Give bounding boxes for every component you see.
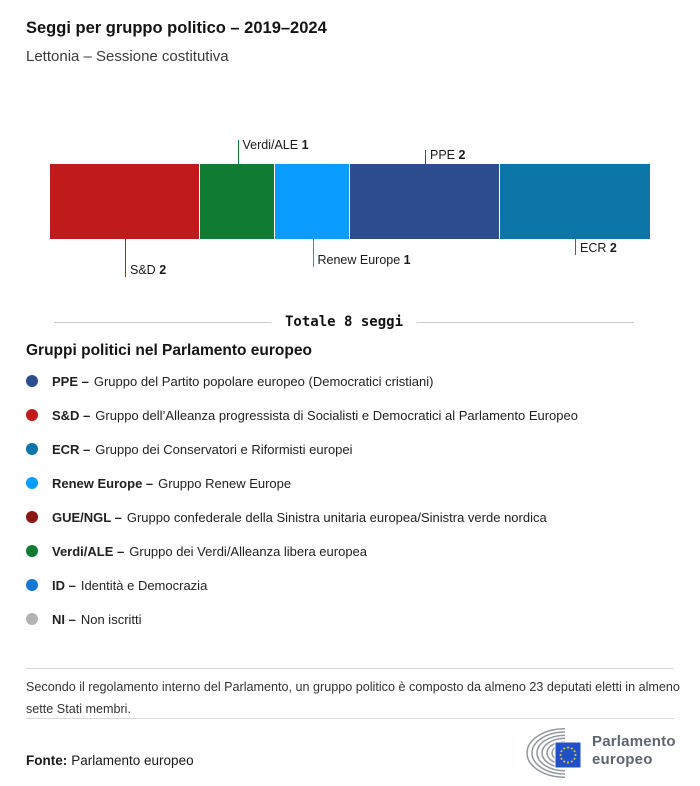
legend-item-name: Gruppo dell’Alleanza progressista di Soc… — [95, 407, 578, 423]
legend-item-name: Identità e Democrazia — [80, 577, 208, 593]
divider-line-left — [54, 321, 271, 323]
footnote: Secondo il regolamento interno del Parla… — [26, 676, 686, 720]
legend-item-abbr: Renew Europe – — [52, 475, 154, 491]
bar-segment-renew-europe — [275, 164, 349, 239]
legend-item-name: Gruppo del Partito popolare europeo (Dem… — [93, 373, 434, 389]
legend-item-gue-ngl: GUE/NGL – Gruppo confederale della Sinist… — [26, 500, 578, 534]
legend-item-abbr: S&D – — [52, 407, 91, 423]
legend-list: PPE – Gruppo del Partito popolare europeo… — [26, 364, 578, 636]
legend-item-abbr: Verdi/ALE – — [52, 543, 125, 559]
callout-label-renew-europe: Renew Europe 1 — [317, 253, 411, 267]
legend-dot-icon — [26, 545, 38, 557]
source-value: Parlamento europeo — [71, 753, 194, 768]
footnote-rule-top — [26, 668, 674, 669]
legend-item-name: Non iscritti — [80, 611, 142, 627]
legend-item-name: Gruppo dei Conservatori e Riformisti eur… — [95, 441, 353, 457]
legend-item-renew-europe: Renew Europe – Gruppo Renew Europe — [26, 466, 578, 500]
callout-label-verdi-ale: Verdi/ALE 1 — [242, 138, 309, 152]
legend-item-name: Gruppo Renew Europe — [158, 475, 292, 491]
footnote-rule-bottom — [26, 718, 674, 719]
page-title: Seggi per gruppo politico – 2019–2024 — [26, 19, 327, 37]
callout-label-ecr: ECR 2 — [580, 241, 617, 255]
page-subtitle: Lettonia – Sessione costitutiva — [26, 48, 229, 65]
legend-item-s-d: S&D – Gruppo dell’Alleanza progressista d… — [26, 398, 578, 432]
footnote-line1: Secondo il regolamento interno del Parla… — [26, 680, 680, 694]
legend-item-ni: NI – Non iscritti — [26, 602, 578, 636]
source-line: Fonte: Parlamento europeo — [26, 753, 194, 768]
callout-line-renew-europe — [312, 239, 314, 267]
legend-item-abbr: GUE/NGL – — [52, 509, 122, 525]
ep-logo-text-line2: europeo — [592, 750, 653, 768]
legend-dot-icon — [26, 477, 38, 489]
legend-dot-icon — [26, 579, 38, 591]
ep-logo-text: Parlamento europeo — [592, 733, 676, 768]
legend-dot-icon — [26, 613, 38, 625]
bar-segment-verdi-ale — [200, 164, 274, 239]
legend-dot-icon — [26, 443, 38, 455]
legend-item-id: ID – Identità e Democrazia — [26, 568, 578, 602]
legend-item-name: Gruppo dei Verdi/Alleanza libera europea — [129, 543, 368, 559]
bar-segment-ppe — [350, 164, 499, 239]
callout-label-ppe: PPE 2 — [430, 148, 466, 162]
total-divider: Totale 8 seggi — [54, 313, 635, 331]
legend-item-abbr: ID – — [52, 577, 76, 593]
callout-label-s-d: S&D 2 — [130, 263, 167, 277]
seat-chart: S&D 2 Verdi/ALE 1 Renew Europe 1 PPE 2 ECR 2 — [0, 130, 700, 300]
total-seats-label: Totale 8 seggi — [285, 314, 404, 330]
callout-line-verdi-ale — [237, 140, 239, 164]
ep-logo — [526, 728, 582, 778]
callout-line-s-d — [125, 239, 126, 277]
legend-item-abbr: ECR – — [52, 441, 91, 457]
source-label: Fonte: — [26, 753, 68, 768]
legend-item-abbr: PPE – — [52, 373, 89, 389]
legend-item-ecr: ECR – Gruppo dei Conservatori e Riformist… — [26, 432, 578, 466]
legend-dot-icon — [26, 511, 38, 523]
bar-segment-s-d — [50, 164, 199, 239]
eu-flag-icon — [554, 741, 582, 769]
callout-line-ecr — [575, 239, 576, 255]
callout-line-ppe — [425, 150, 426, 164]
legend-item-ppe: PPE – Gruppo del Partito popolare europeo… — [26, 364, 578, 398]
footnote-line2: sette Stati membri. — [26, 702, 131, 716]
bar-segment-ecr — [500, 164, 650, 239]
legend-item-verdi-ale: Verdi/ALE – Gruppo dei Verdi/Alleanza lib… — [26, 534, 578, 568]
legend-heading: Gruppi politici nel Parlamento europeo — [26, 342, 312, 359]
ep-logo-text-line1: Parlamento — [592, 733, 676, 750]
legend-item-name: Gruppo confederale della Sinistra unitar… — [126, 509, 547, 525]
divider-line-right — [417, 321, 635, 323]
legend-dot-icon — [26, 409, 38, 421]
legend-item-abbr: NI – — [52, 611, 76, 627]
legend-dot-icon — [26, 375, 38, 387]
